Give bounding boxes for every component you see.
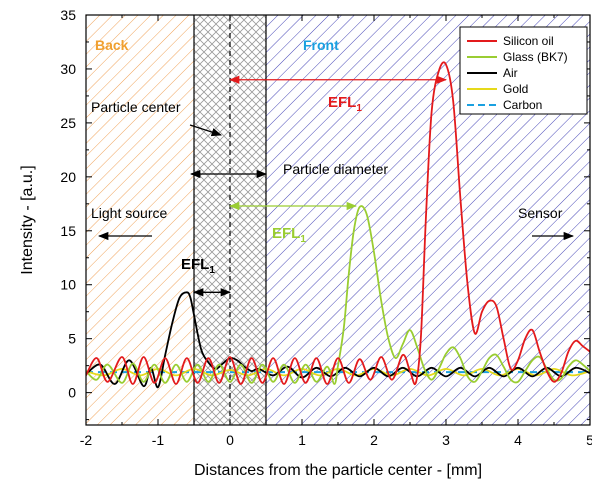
region-label-front: Front (303, 37, 339, 53)
y-tick-label: 10 (60, 277, 76, 293)
particle-center-arrow (189, 124, 222, 137)
efl-label-glass: EFL1 (272, 225, 306, 245)
series-line-glass-bk7 (86, 205, 590, 385)
x-tick-label: 1 (298, 432, 306, 448)
y-axis-label: Intensity - [a.u.] (19, 165, 36, 274)
efl-arrows (192, 75, 448, 297)
legend-label: Carbon (503, 98, 542, 112)
y-tick-label: 15 (60, 223, 76, 239)
y-tick-label: 0 (68, 385, 76, 401)
y-tick-label: 25 (60, 115, 76, 131)
x-tick-label: -1 (152, 432, 165, 448)
annotation-light-source: Light source (91, 205, 167, 221)
series-line-silicon-oil (86, 61, 590, 386)
legend-label: Silicon oil (503, 34, 554, 48)
region-0 (86, 15, 194, 425)
x-axis-label: Distances from the particle center - [mm… (194, 462, 482, 479)
y-tick-label: 30 (60, 61, 76, 77)
annotation-particle-center: Particle center (91, 99, 181, 115)
x-tick-label: 2 (370, 432, 378, 448)
legend-label: Glass (BK7) (503, 50, 568, 64)
efl-label-air: EFL1 (181, 256, 215, 276)
legend: Silicon oil Glass (BK7) Air Gold Carbon (459, 26, 588, 115)
annotation-sensor: Sensor (518, 205, 563, 221)
efl-label-silicon-oil: EFL1 (328, 94, 362, 114)
x-tick-label: 3 (442, 432, 450, 448)
series-layer (86, 61, 590, 389)
y-tick-label: 35 (60, 7, 76, 23)
legend-label: Gold (503, 82, 528, 96)
legend-label: Air (503, 66, 518, 80)
y-tick-label: 20 (60, 169, 76, 185)
y-tick-label: 5 (68, 331, 76, 347)
x-tick-label: 5 (586, 432, 592, 448)
region-label-back: Back (95, 37, 129, 53)
series-line-air (86, 291, 590, 389)
x-tick-label: -2 (80, 432, 93, 448)
axis-ticks: -2 -1 0 1 2 3 4 5 0 5 10 15 20 25 30 35 (60, 7, 592, 448)
annotation-particle-diameter: Particle diameter (283, 161, 388, 177)
x-tick-label: 4 (514, 432, 522, 448)
x-tick-label: 0 (226, 432, 234, 448)
